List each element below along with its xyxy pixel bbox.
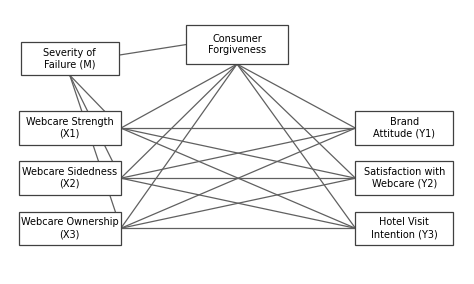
Text: Severity of
Failure (M): Severity of Failure (M) bbox=[44, 48, 96, 69]
FancyBboxPatch shape bbox=[356, 212, 453, 245]
FancyBboxPatch shape bbox=[18, 111, 121, 145]
Text: Consumer
Forgiveness: Consumer Forgiveness bbox=[208, 34, 266, 55]
Text: Brand
Attitude (Y1): Brand Attitude (Y1) bbox=[373, 117, 435, 139]
Text: Webcare Ownership
(X3): Webcare Ownership (X3) bbox=[21, 218, 118, 239]
FancyBboxPatch shape bbox=[186, 25, 288, 64]
FancyBboxPatch shape bbox=[356, 111, 453, 145]
Text: Satisfaction with
Webcare (Y2): Satisfaction with Webcare (Y2) bbox=[364, 167, 445, 189]
FancyBboxPatch shape bbox=[18, 162, 121, 195]
Text: Hotel Visit
Intention (Y3): Hotel Visit Intention (Y3) bbox=[371, 218, 438, 239]
Text: Webcare Sidedness
(X2): Webcare Sidedness (X2) bbox=[22, 167, 118, 189]
FancyBboxPatch shape bbox=[356, 162, 453, 195]
Text: Webcare Strength
(X1): Webcare Strength (X1) bbox=[26, 117, 114, 139]
FancyBboxPatch shape bbox=[18, 212, 121, 245]
FancyBboxPatch shape bbox=[21, 42, 118, 75]
